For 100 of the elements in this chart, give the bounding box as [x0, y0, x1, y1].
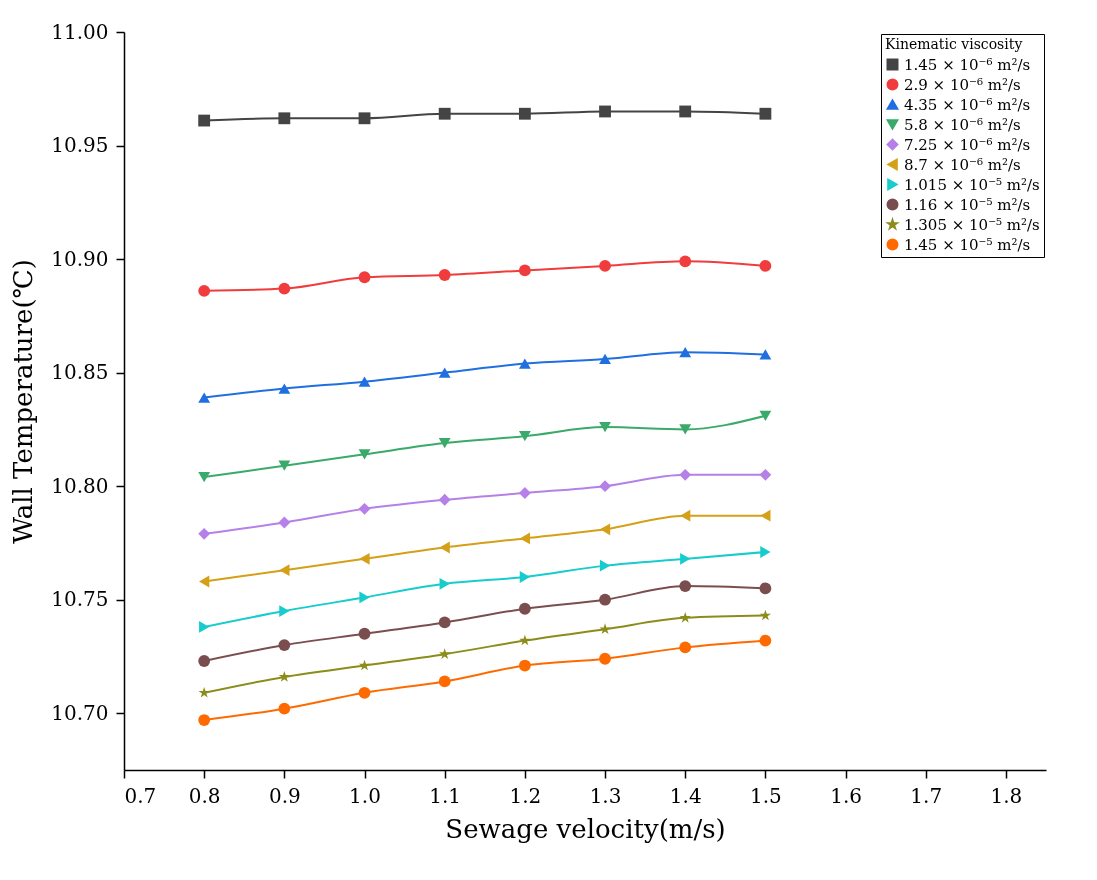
point: [278, 670, 290, 682]
point: [759, 582, 772, 595]
point: [438, 675, 451, 688]
point: [680, 509, 691, 522]
point: [438, 493, 451, 506]
x-tick-label: 1.2: [509, 783, 542, 808]
point: [358, 627, 371, 640]
point: [278, 282, 291, 295]
x-tick-label: 1.0: [349, 783, 381, 808]
point: [278, 516, 291, 529]
point: [358, 502, 371, 515]
point: [518, 264, 531, 277]
y-axis-title: Wall Temperature(℃): [8, 259, 39, 544]
point: [438, 107, 451, 120]
legend-label: 1.305 × 10⁻⁵ m²/s: [904, 215, 1040, 234]
point: [760, 546, 771, 558]
point: [198, 392, 211, 403]
point: [518, 602, 531, 615]
x-tick-label: 1.5: [749, 783, 782, 808]
point: [518, 487, 531, 499]
point: [759, 349, 772, 360]
x-tick-label: 0.7: [124, 783, 157, 808]
point: [198, 714, 211, 726]
legend-label: 5.8 × 10⁻⁶ m²/s: [904, 115, 1021, 134]
x-tick-label: 1.1: [429, 783, 462, 808]
point: [759, 259, 772, 272]
point: [279, 605, 290, 617]
point: [759, 107, 772, 120]
point: [599, 259, 611, 272]
point: [438, 367, 451, 378]
point: [358, 112, 371, 125]
point: [438, 616, 451, 629]
point: [680, 552, 691, 565]
legend-label: 1.16 × 10⁻⁵ m²/s: [904, 195, 1031, 214]
point: [359, 552, 370, 565]
legend-title: Kinematic viscosity: [885, 36, 1023, 52]
point: [199, 575, 210, 588]
point: [599, 421, 611, 433]
point: [599, 105, 611, 118]
point: [198, 284, 211, 297]
x-tick-label: 0.9: [268, 783, 301, 808]
point: [759, 634, 772, 647]
x-tick-label: 1.8: [990, 783, 1023, 808]
point: [599, 523, 611, 536]
point: [199, 621, 210, 633]
point: [198, 527, 211, 540]
point: [438, 437, 451, 449]
x-axis-title: Sewage velocity(m/s): [445, 813, 726, 844]
x-tick-label: 1.6: [830, 783, 862, 808]
legend-label: 1.45 × 10⁻⁶ m²/s: [904, 55, 1031, 74]
point: [278, 112, 291, 125]
x-tick-label: 0.8: [188, 783, 221, 808]
y-tick-label: 10.70: [51, 700, 109, 725]
point: [679, 105, 692, 118]
point: [278, 383, 291, 394]
y-tick-label: 10.90: [51, 246, 109, 271]
point: [679, 424, 692, 435]
point: [359, 591, 370, 604]
y-tick-label: 10.75: [51, 587, 109, 612]
point: [519, 571, 530, 583]
point: [358, 376, 371, 387]
legend-label: 4.35 × 10⁻⁶ m²/s: [904, 95, 1031, 114]
point: [599, 652, 611, 665]
point: [518, 431, 531, 442]
point: [759, 609, 772, 621]
point: [439, 577, 450, 590]
legend-label: 7.25 × 10⁻⁶ m²/s: [904, 135, 1031, 154]
point: [278, 639, 291, 652]
point: [519, 634, 531, 646]
x-tick-label: 1.4: [669, 783, 702, 808]
point: [679, 641, 692, 654]
point: [599, 623, 611, 634]
point: [439, 648, 451, 659]
y-tick-label: 11.00: [51, 19, 109, 44]
legend-label: 1.015 × 10⁻⁵ m²/s: [904, 175, 1040, 194]
point: [679, 255, 692, 268]
x-tick-label: 1.3: [589, 783, 622, 808]
point: [358, 449, 371, 460]
point: [198, 655, 211, 667]
point: [358, 686, 371, 699]
point: [518, 107, 531, 120]
point: [599, 593, 611, 606]
point: [358, 271, 371, 284]
point: [278, 460, 291, 471]
point: [599, 480, 611, 493]
y-tick-label: 10.85: [51, 360, 109, 385]
point: [439, 541, 450, 554]
point: [518, 358, 531, 369]
point: [599, 353, 611, 365]
point: [518, 659, 531, 672]
legend-label: 2.9 × 10⁻⁶ m²/s: [904, 75, 1021, 94]
point: [278, 702, 291, 715]
point: [198, 114, 211, 127]
y-tick-label: 10.95: [51, 133, 109, 158]
point: [358, 659, 371, 671]
point: [198, 471, 211, 483]
point: [519, 532, 530, 545]
point: [760, 509, 771, 522]
point: [599, 559, 611, 572]
y-tick-label: 10.80: [51, 473, 109, 498]
